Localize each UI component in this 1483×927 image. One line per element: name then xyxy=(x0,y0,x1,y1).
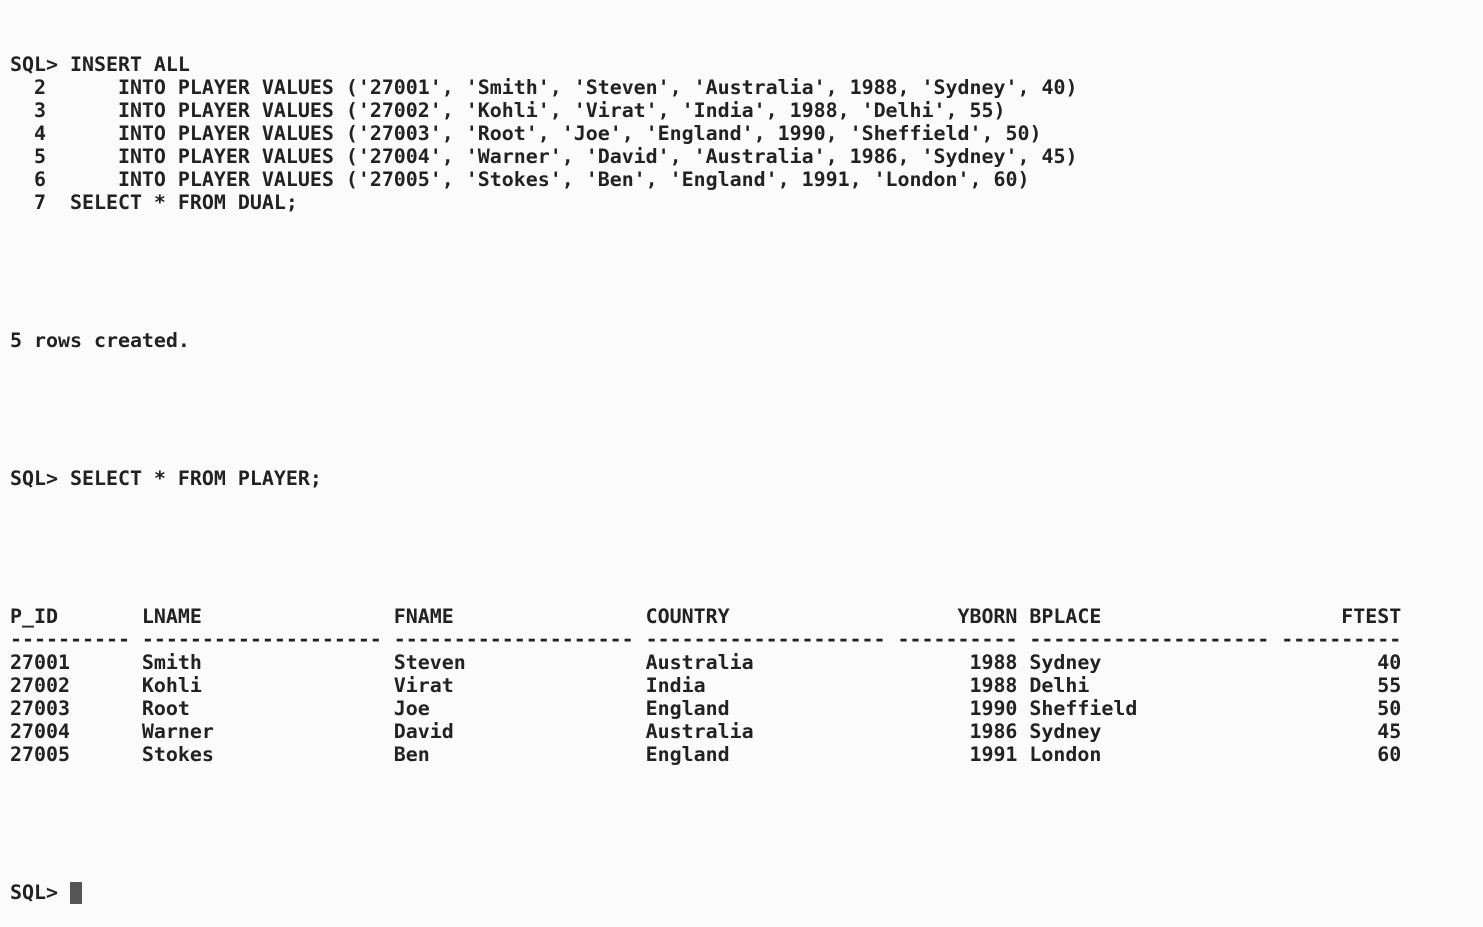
cell: Smith xyxy=(141,651,202,674)
table-row: 27003 Root Joe England 1990 Sheffield 50 xyxy=(10,697,1401,720)
cell: P_ID xyxy=(10,605,58,628)
table-row: 27004 Warner David Australia 1986 Sydney 45 xyxy=(10,720,1401,743)
table-header: P_ID LNAME FNAME COUNTRY YBORN BPLACE FTEST xyxy=(10,605,1401,628)
cell: -------------------- xyxy=(393,628,634,651)
cell: David xyxy=(393,720,454,743)
cell: 40 xyxy=(1377,651,1402,674)
table-separator: ---------- -------------------- ----------… xyxy=(10,628,1401,651)
cell: India xyxy=(645,674,706,697)
blank-line xyxy=(10,398,1401,421)
prompt: SQL> xyxy=(10,881,58,904)
cell: Joe xyxy=(393,697,430,720)
cell: FTEST xyxy=(1341,605,1402,628)
select-command: SQL> SELECT * FROM PLAYER; xyxy=(10,467,322,490)
cell: Australia xyxy=(645,651,754,674)
cell: Ben xyxy=(393,743,430,766)
cell: Kohli xyxy=(141,674,202,697)
blank-line xyxy=(10,812,1401,835)
cell: 1991 xyxy=(969,743,1018,766)
command-line: SQL> INSERT ALL xyxy=(10,53,190,76)
feedback: 5 rows created. xyxy=(10,329,190,352)
table-row: 27002 Kohli Virat India 1988 Delhi 55 xyxy=(10,674,1401,697)
page: SQL> INSERT ALL 2 INTO PLAYER VALUES ('2… xyxy=(10,53,1402,904)
command-line: 2 INTO PLAYER VALUES ('27001', 'Smith', … xyxy=(10,76,1078,99)
cell: Australia xyxy=(645,720,754,743)
cell: Root xyxy=(141,697,190,720)
command-line: 3 INTO PLAYER VALUES ('27002', 'Kohli', … xyxy=(10,99,1006,122)
prompt-line: SQL> xyxy=(10,881,1401,904)
command-line: 5 INTO PLAYER VALUES ('27004', 'Warner',… xyxy=(10,145,1078,168)
table-row: 27005 Stokes Ben England 1991 London 60 xyxy=(10,743,1401,766)
cell: 55 xyxy=(1377,674,1402,697)
cell: Stokes xyxy=(141,743,214,766)
cell: 27002 xyxy=(10,674,70,697)
cell: Delhi xyxy=(1029,674,1090,697)
cell: 27004 xyxy=(10,720,70,743)
result-table: P_ID LNAME FNAME COUNTRY YBORN BPLACE FTEST ---… xyxy=(10,605,1401,766)
cell: ---------- xyxy=(897,628,1018,651)
cursor xyxy=(69,882,82,904)
blank-line xyxy=(10,536,1401,559)
cell: Virat xyxy=(393,674,454,697)
cell: 27001 xyxy=(10,651,70,674)
cell: 50 xyxy=(1377,697,1402,720)
cell: 27003 xyxy=(10,697,70,720)
cell: England xyxy=(645,743,730,766)
cell: Warner xyxy=(141,720,214,743)
insert-command: SQL> INSERT ALL 2 INTO PLAYER VALUES ('2… xyxy=(10,53,1401,214)
cell: 1988 xyxy=(969,651,1018,674)
cell: -------------------- xyxy=(141,628,382,651)
cell: London xyxy=(1029,743,1102,766)
cell: COUNTRY xyxy=(645,605,730,628)
blank-line xyxy=(10,260,1401,283)
cell: ---------- xyxy=(10,628,130,651)
cell: -------------------- xyxy=(1029,628,1270,651)
cell: LNAME xyxy=(141,605,202,628)
cell: FNAME xyxy=(393,605,454,628)
command-line: 6 INTO PLAYER VALUES ('27005', 'Stokes',… xyxy=(10,168,1030,191)
cell: BPLACE xyxy=(1029,605,1102,628)
cell: Sydney xyxy=(1029,651,1102,674)
cell: -------------------- xyxy=(645,628,886,651)
cell: Sydney xyxy=(1029,720,1102,743)
cell: YBORN xyxy=(957,605,1018,628)
terminal: SQL> INSERT ALL 2 INTO PLAYER VALUES ('2… xyxy=(10,7,1401,927)
command-line: 7 SELECT * FROM DUAL; xyxy=(10,191,298,214)
cell: 60 xyxy=(1377,743,1402,766)
cell: ---------- xyxy=(1281,628,1402,651)
command-line: 4 INTO PLAYER VALUES ('27003', 'Root', '… xyxy=(10,122,1042,145)
cell: Sheffield xyxy=(1029,697,1138,720)
cell: 1986 xyxy=(969,720,1018,743)
cell: 1988 xyxy=(969,674,1018,697)
cell: England xyxy=(645,697,730,720)
cell: 1990 xyxy=(969,697,1018,720)
cell: 27005 xyxy=(10,743,70,766)
table-row: 27001 Smith Steven Australia 1988 Sydney 40 xyxy=(10,651,1401,674)
cell: Steven xyxy=(393,651,466,674)
cell: 45 xyxy=(1377,720,1402,743)
